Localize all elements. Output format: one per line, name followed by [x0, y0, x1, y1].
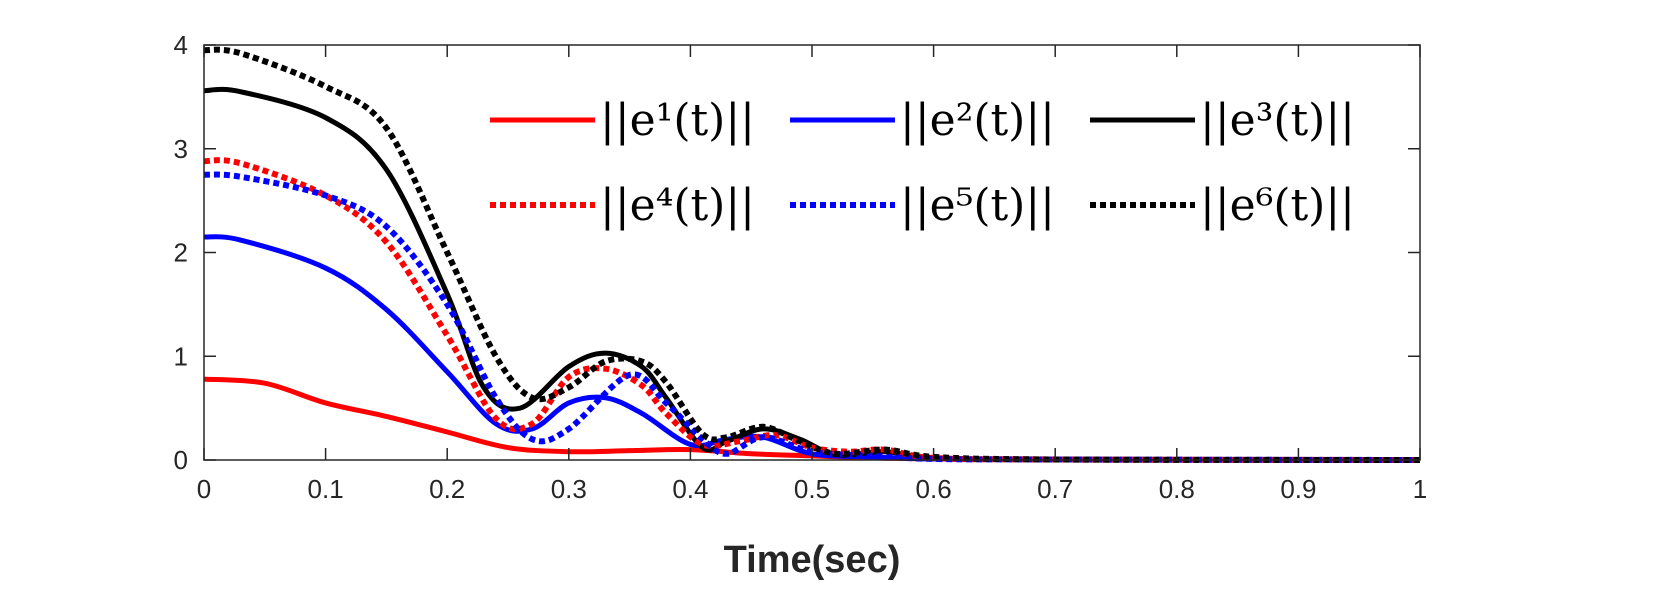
x-tick-label: 0.7	[1037, 474, 1073, 504]
legend-label-5: ||e⁵(t)||	[900, 180, 1055, 231]
axes-layer: 0 0.1 0.2 0.3 0.4 0.5 0.6 0.7 0.8 0.9 1 0 1 2 3 4	[174, 30, 1428, 504]
x-tick-label: 0.3	[551, 474, 587, 504]
x-tick-label: 0.5	[794, 474, 830, 504]
series-line-5	[203, 171, 1421, 463]
y-tick-label: 2	[174, 238, 188, 268]
x-tick-label: 0.2	[429, 474, 465, 504]
x-tick-label: 0.6	[916, 474, 952, 504]
legend-label-3: ||e³(t)||	[1200, 95, 1355, 146]
legend-label-1: ||e¹(t)||	[600, 95, 755, 146]
x-tick-label: 0.1	[308, 474, 344, 504]
x-tick-label: 0.4	[672, 474, 708, 504]
x-tick-label: 0	[197, 474, 211, 504]
legend: ||e¹(t)|| ||e²(t)|| ||e³(t)|| ||e⁴(t)|| ||e⁵…	[490, 95, 1355, 231]
y-tick-label: 1	[174, 341, 188, 371]
x-tick-label: 0.8	[1159, 474, 1195, 504]
x-tick-label: 1	[1413, 474, 1427, 504]
legend-label-4: ||e⁴(t)||	[600, 180, 755, 231]
x-tick-label: 0.9	[1280, 474, 1316, 504]
plot-frame	[203, 44, 1421, 461]
legend-label-6: ||e⁶(t)||	[1200, 180, 1355, 231]
legend-label-2: ||e²(t)||	[900, 95, 1055, 146]
y-tick-label: 0	[174, 445, 188, 475]
x-axis-label: Time(sec)	[724, 539, 901, 581]
y-tick-label: 3	[174, 134, 188, 164]
y-tick-label: 4	[174, 30, 188, 60]
